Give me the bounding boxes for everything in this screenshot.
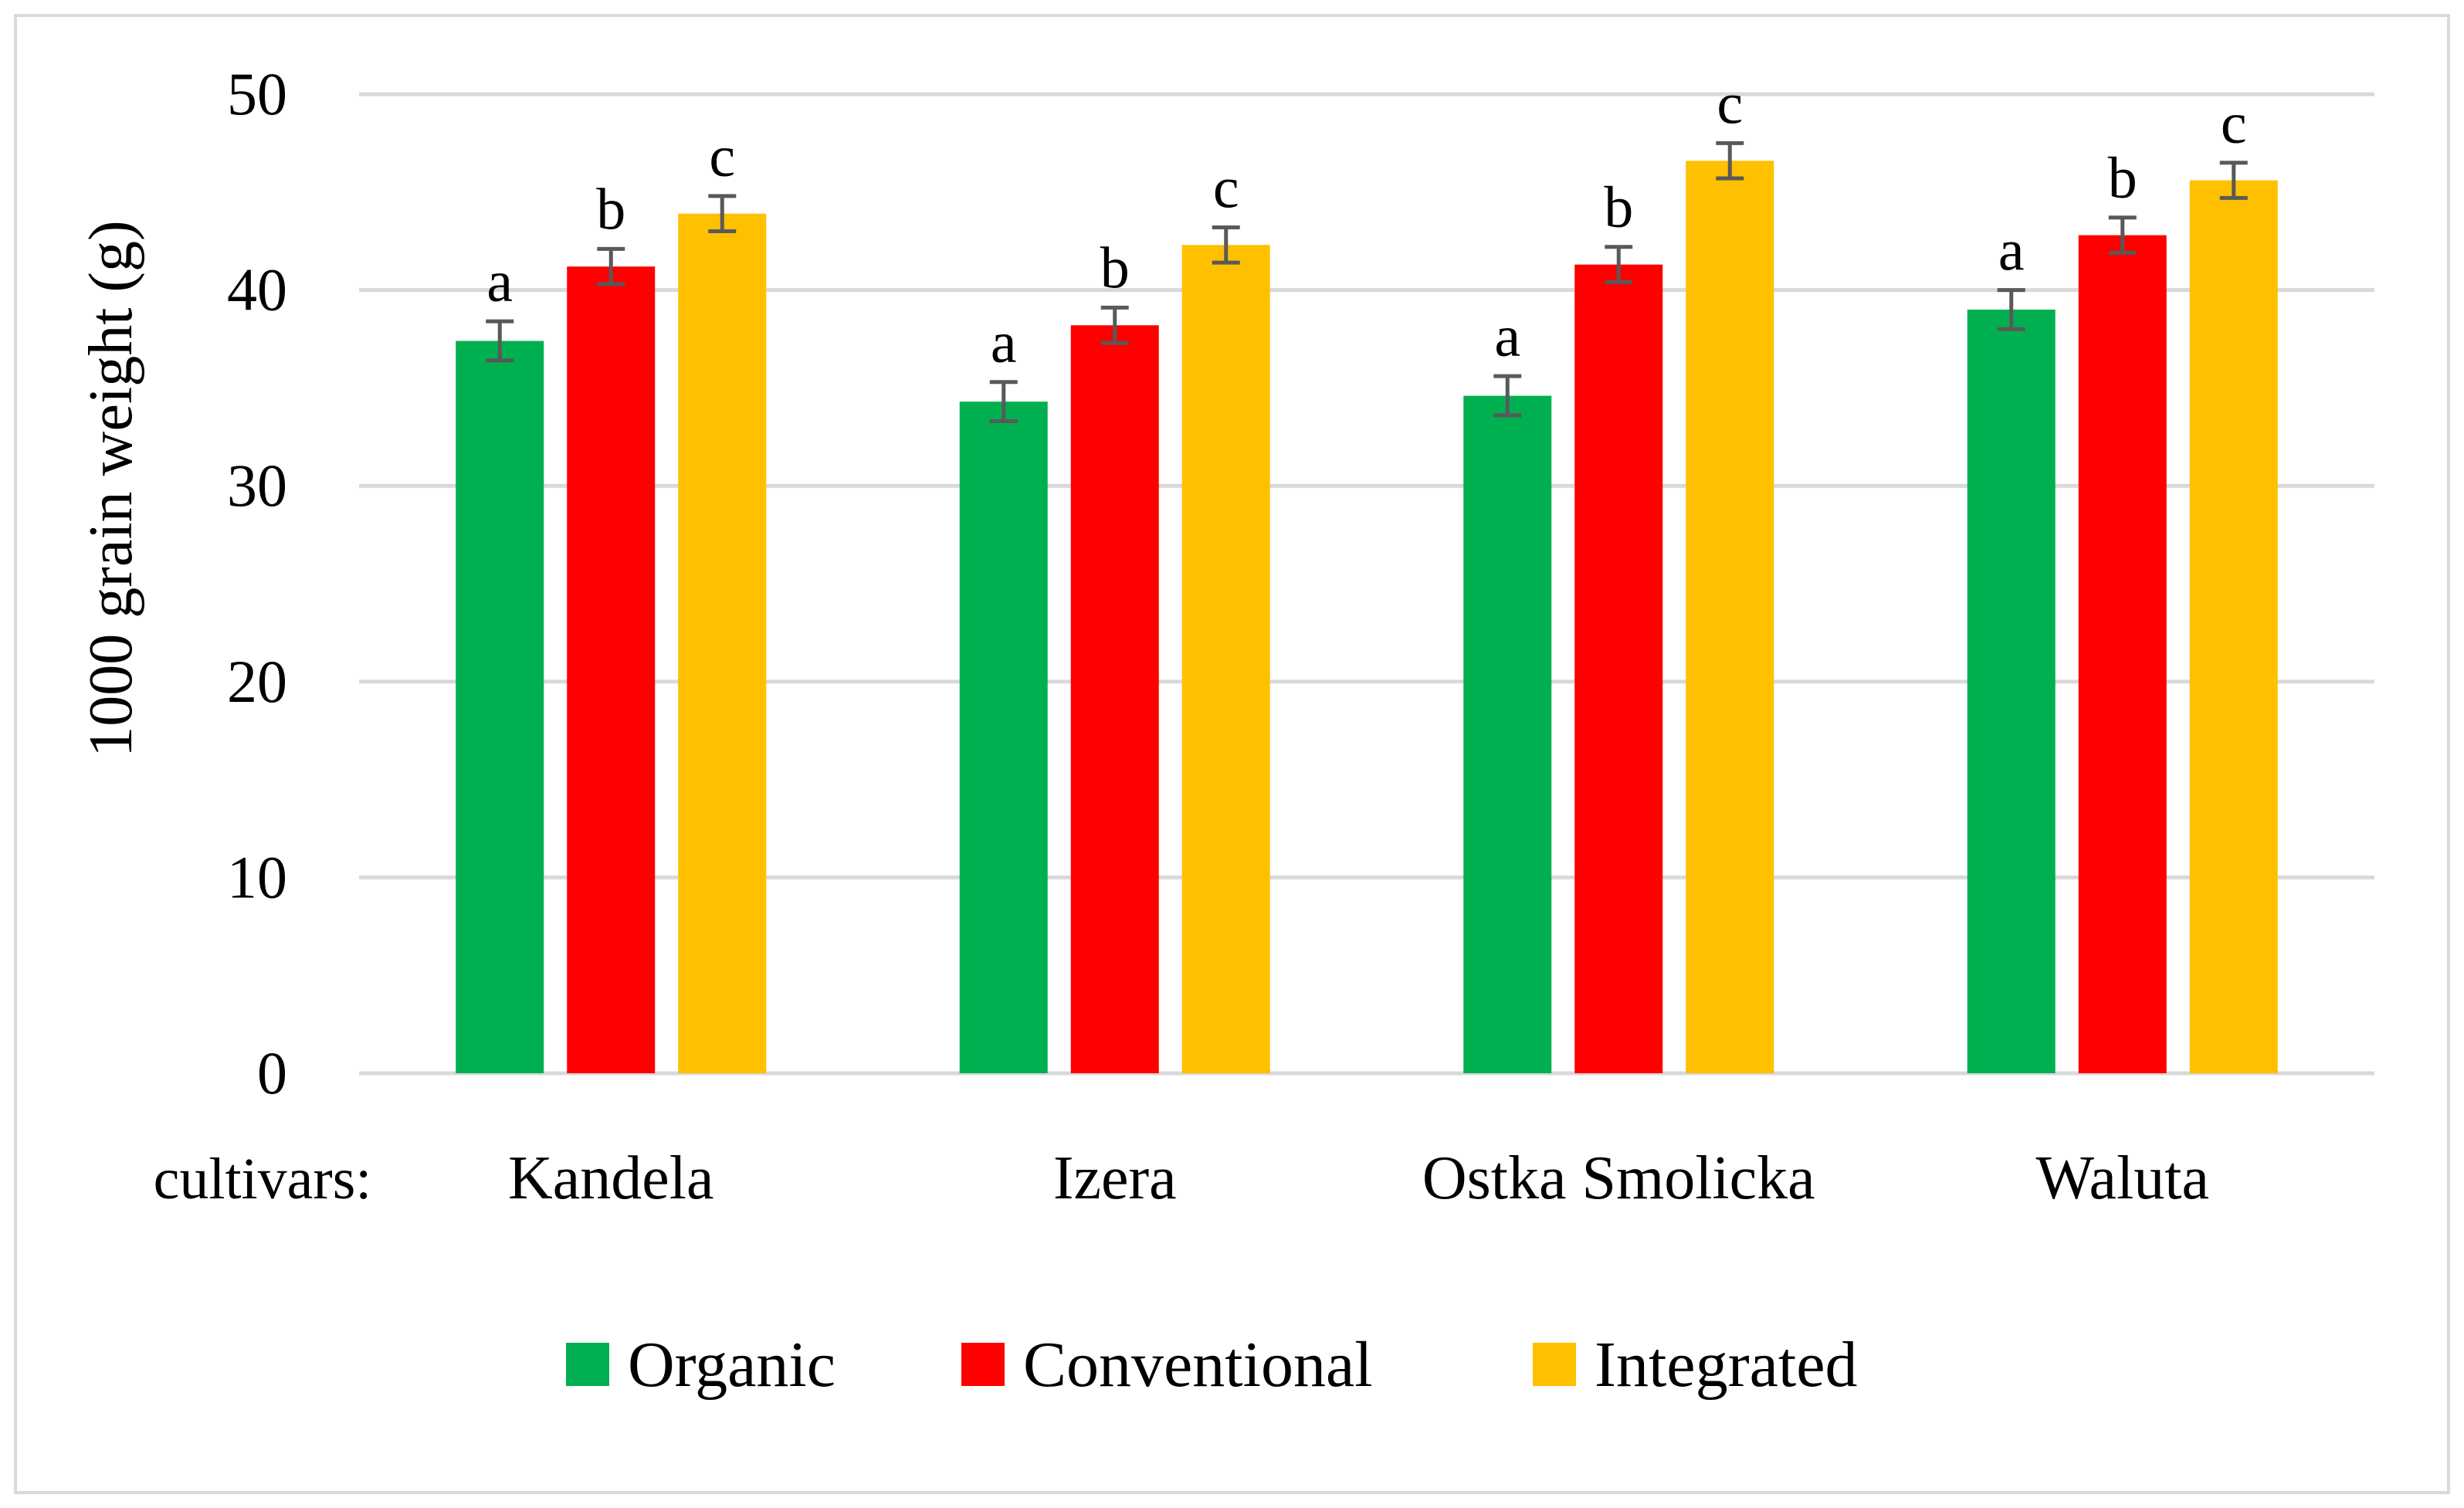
x-tick-label: Kandela <box>508 1144 714 1212</box>
significance-letter: a <box>1494 304 1520 369</box>
bar-conventional-3 <box>2078 235 2167 1073</box>
legend-swatch-organic <box>566 1343 609 1386</box>
significance-letter: c <box>1717 71 1743 136</box>
legend-label-integrated: Integrated <box>1595 1329 1857 1401</box>
y-tick-label: 30 <box>227 452 287 519</box>
bars <box>456 161 2278 1074</box>
significance-letters: a b c a b c a b c a b c <box>486 71 2246 374</box>
y-axis-ticks: 0 10 20 30 40 50 <box>227 60 287 1106</box>
x-axis-label: cultivars: <box>154 1147 372 1211</box>
bar-conventional-2 <box>1574 264 1663 1074</box>
significance-letter: b <box>1100 236 1130 300</box>
significance-letter: a <box>991 310 1017 375</box>
significance-letter: a <box>1998 219 2025 283</box>
significance-letter: c <box>2221 91 2247 156</box>
bar-integrated-0 <box>678 213 767 1073</box>
y-axis-label: 1000 grain weight (g) <box>77 220 145 757</box>
significance-letter: c <box>1213 155 1239 220</box>
y-tick-label: 20 <box>227 648 287 715</box>
bar-conventional-0 <box>567 266 656 1074</box>
legend-label-organic: Organic <box>628 1329 835 1401</box>
error-bars <box>486 141 2248 424</box>
x-tick-label: Izera <box>1053 1144 1177 1212</box>
legend-label-conventional: Conventional <box>1023 1329 1373 1401</box>
legend-swatch-conventional <box>961 1343 1005 1386</box>
bar-conventional-1 <box>1070 325 1159 1073</box>
bar-integrated-2 <box>1686 161 1774 1073</box>
y-tick-label: 40 <box>227 256 287 324</box>
bar-organic-2 <box>1463 395 1552 1073</box>
x-tick-label: Waluta <box>2035 1144 2209 1212</box>
significance-letter: c <box>709 124 735 189</box>
legend-swatch-integrated <box>1533 1343 1576 1386</box>
gridlines <box>359 92 2374 1076</box>
significance-letter: b <box>1604 175 1633 240</box>
bar-organic-0 <box>456 341 544 1073</box>
y-tick-label: 0 <box>257 1039 287 1106</box>
y-tick-label: 10 <box>227 843 287 910</box>
significance-letter: b <box>596 177 625 242</box>
bar-integrated-3 <box>2189 180 2278 1074</box>
significance-letter: a <box>486 249 513 314</box>
y-tick-label: 50 <box>227 60 287 127</box>
significance-letter: b <box>2108 146 2137 211</box>
legend: Organic Conventional Integrated <box>566 1329 1857 1401</box>
x-axis-category-labels: Kandela Izera Ostka Smolicka Waluta <box>508 1144 2209 1212</box>
bar-integrated-1 <box>1181 245 1270 1074</box>
bar-organic-1 <box>959 402 1048 1073</box>
x-tick-label: Ostka Smolicka <box>1422 1144 1815 1212</box>
bar-organic-3 <box>1967 309 2056 1074</box>
